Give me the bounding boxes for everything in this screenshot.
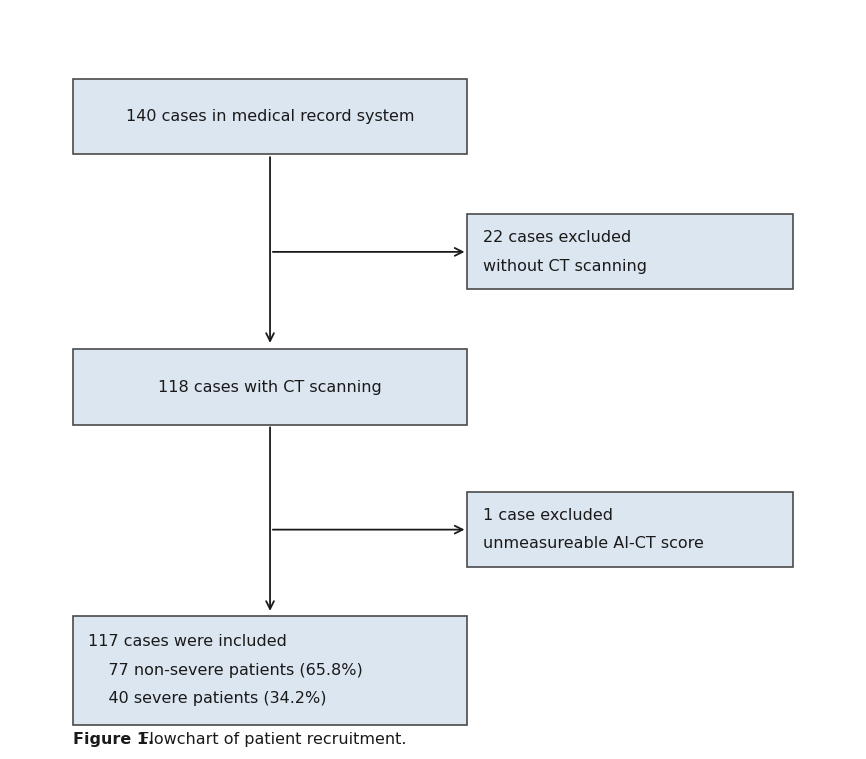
FancyBboxPatch shape xyxy=(468,214,793,289)
Text: without CT scanning: without CT scanning xyxy=(482,259,647,274)
Text: 1 case excluded: 1 case excluded xyxy=(482,508,613,523)
Text: 118 cases with CT scanning: 118 cases with CT scanning xyxy=(158,380,382,395)
FancyBboxPatch shape xyxy=(73,616,468,725)
Text: 22 cases excluded: 22 cases excluded xyxy=(482,230,631,245)
FancyBboxPatch shape xyxy=(73,79,468,154)
Text: Flowchart of patient recruitment.: Flowchart of patient recruitment. xyxy=(134,732,406,748)
FancyBboxPatch shape xyxy=(468,492,793,567)
Text: 117 cases were included: 117 cases were included xyxy=(88,635,288,650)
Text: 40 severe patients (34.2%): 40 severe patients (34.2%) xyxy=(88,691,326,707)
Text: unmeasureable AI-CT score: unmeasureable AI-CT score xyxy=(482,537,703,551)
FancyBboxPatch shape xyxy=(73,349,468,424)
Text: 140 cases in medical record system: 140 cases in medical record system xyxy=(126,109,414,124)
Text: Figure 1.: Figure 1. xyxy=(73,732,154,748)
Text: 77 non-severe patients (65.8%): 77 non-severe patients (65.8%) xyxy=(88,663,363,678)
